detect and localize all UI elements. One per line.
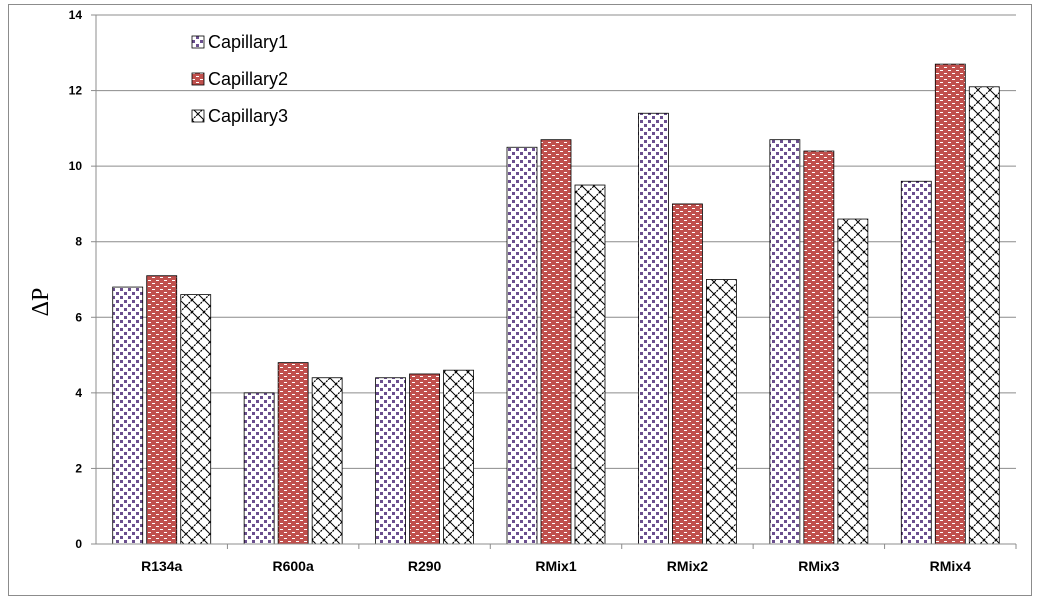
bar-capillary1-r600a [243,392,275,545]
legend: Capillary1 Capillary2 Capillary3 [191,32,288,126]
y-axis-label: ΔP [28,288,54,317]
bar-capillary3-r600a [311,377,343,545]
y-tick-label: 0 [75,537,82,551]
y-tick-label: 10 [69,159,83,173]
bar-capillary1-rmix2 [638,112,669,545]
x-tick-label: RMix2 [667,558,708,574]
bar-capillary1-rmix4 [900,180,932,545]
bar-capillary2-rmix4 [934,63,966,545]
bars [112,63,1000,545]
bar-capillary1-rmix3 [769,139,801,545]
bar-capillary3-r290 [443,369,474,545]
bar-capillary1-r134a [112,286,144,545]
bar-capillary3-rmix4 [968,86,1000,545]
bar-capillary2-r290 [409,373,440,545]
legend-label-capillary3: Capillary3 [208,106,288,126]
y-tick-label: 8 [75,235,82,249]
x-tick-label: R290 [408,558,442,574]
bar-capillary1-rmix1 [506,146,538,545]
axis-labels: 0 2 4 6 8 10 12 14 R134a R600a R290 RMix1 RMix2 RMix3… [69,8,971,574]
legend-swatch-capillary3 [191,109,205,123]
legend-swatch-capillary1 [191,35,205,49]
y-tick-label: 14 [69,8,83,22]
bar-capillary1-r290 [375,377,406,545]
bar-capillary3-rmix1 [574,184,606,545]
x-tick-label: RMix1 [535,558,576,574]
bar-capillary2-rmix1 [540,139,572,545]
x-tick-label: RMix4 [930,558,971,574]
bar-capillary2-r600a [277,362,309,545]
y-tick-label: 12 [69,84,83,98]
legend-label-capillary2: Capillary2 [208,69,288,89]
x-tick-label: R600a [273,558,314,574]
bar-capillary2-rmix3 [803,150,835,545]
bar-capillary2-rmix2 [672,203,703,545]
y-tick-label: 2 [75,461,82,475]
bar-capillary3-rmix3 [837,218,869,545]
x-tick-label: RMix3 [798,558,839,574]
bar-capillary3-rmix2 [706,279,737,545]
bar-capillary2-r134a [146,275,178,545]
legend-swatch-capillary2 [191,72,205,86]
y-tick-label: 4 [75,386,82,400]
y-tick-label: 6 [75,310,82,324]
axes [91,14,1017,549]
y-axis-title: ΔP [28,288,54,317]
x-tick-label: R134a [141,558,182,574]
legend-label-capillary1: Capillary1 [208,32,288,52]
bar-capillary3-r134a [180,294,212,545]
